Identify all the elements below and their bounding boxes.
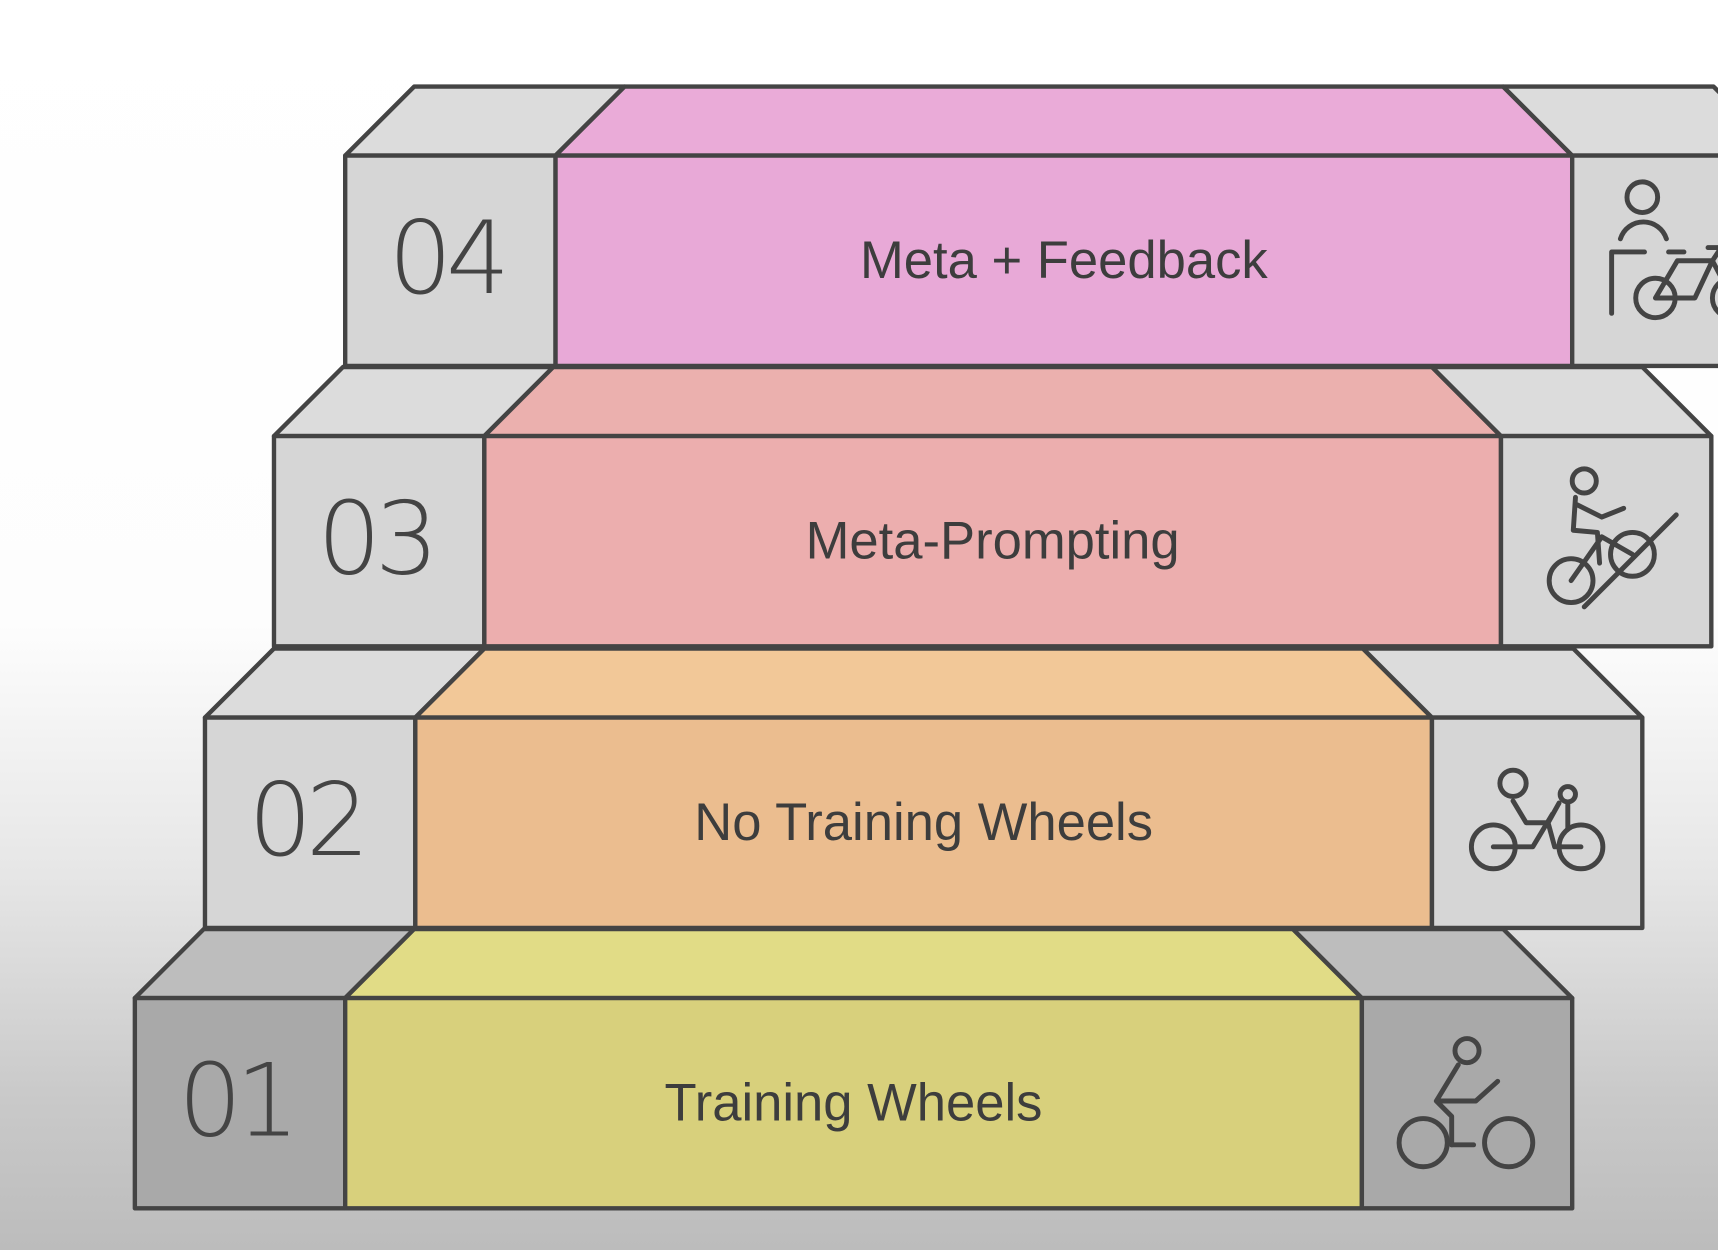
step-03: 03 Meta-Prompting [271, 364, 1714, 649]
step-04: 04 Meta + Feedback [343, 84, 1718, 369]
step-label-block [413, 715, 1435, 931]
step-label-block [482, 433, 1504, 649]
step-number: 01 [178, 1041, 293, 1159]
step-label-block [343, 995, 1365, 1211]
step-01: 01 Training Wheels [132, 926, 1575, 1211]
step-label: Meta-Prompting [806, 511, 1180, 570]
step-number-block [343, 153, 558, 369]
step-number: 03 [317, 479, 432, 597]
step-center-top-face [482, 364, 1504, 439]
step-center-top-face [343, 926, 1365, 1001]
step-number-block [132, 995, 348, 1211]
step-center-top-face [553, 84, 1575, 158]
step-label: No Training Wheels [694, 793, 1153, 852]
step-center-top-face [413, 646, 1435, 720]
uphill-cyclist-icon [1546, 466, 1679, 610]
step-02: 02 No Training Wheels [202, 646, 1645, 931]
riding-with-helper-icon [1468, 767, 1606, 872]
cyclist-icon [1396, 1036, 1536, 1170]
step-number-block [271, 433, 487, 649]
step-number: 02 [248, 761, 363, 879]
step-number: 04 [388, 199, 503, 317]
step-label: Meta + Feedback [860, 231, 1268, 290]
step-label: Training Wheels [665, 1073, 1043, 1132]
person-with-bicycle-icon [1609, 179, 1718, 321]
